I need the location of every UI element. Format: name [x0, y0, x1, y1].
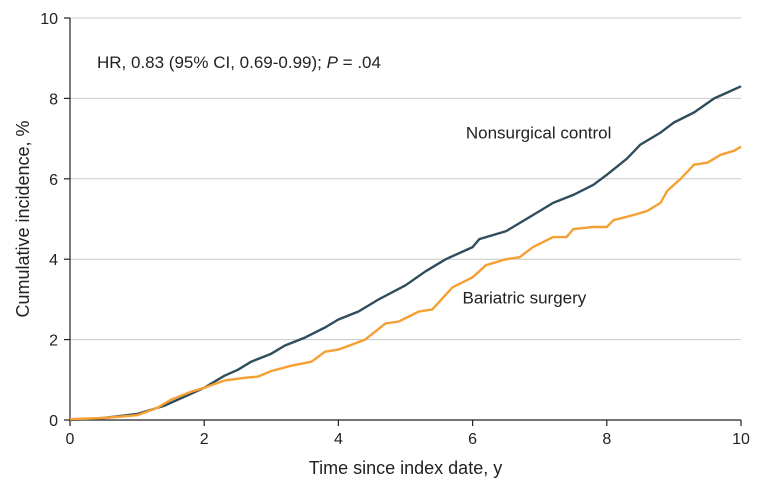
- hazard-ratio-annotation: HR, 0.83 (95% CI, 0.69-0.99); P = .04: [97, 53, 381, 72]
- x-tick-label-6: 6: [468, 431, 477, 448]
- series-label-nonsurgical-control: Nonsurgical control: [466, 124, 612, 143]
- y-tick-label-2: 2: [49, 333, 58, 350]
- x-tick-label-4: 4: [334, 431, 343, 448]
- series-label-bariatric-surgery: Bariatric surgery: [463, 288, 587, 307]
- y-tick-label-10: 10: [40, 11, 58, 28]
- series-line-bariatric-surgery: [69, 145, 742, 421]
- series-line-nonsurgical-control: [69, 85, 742, 422]
- x-tick-label-0: 0: [66, 431, 75, 448]
- p-label: P: [327, 53, 339, 72]
- p-value: = .04: [338, 53, 381, 72]
- x-tick-label-10: 10: [732, 431, 750, 448]
- tick-labels: 0 2 4 6 8 10 0 2 4 6 8 10: [40, 11, 750, 448]
- y-tick-label-8: 8: [49, 91, 58, 108]
- y-tick-label-6: 6: [49, 172, 58, 189]
- hr-prefix: HR, 0.83 (95% CI, 0.69-0.99);: [97, 53, 327, 72]
- x-axis-label: Time since index date, y: [309, 458, 502, 478]
- x-tick-label-8: 8: [602, 431, 611, 448]
- y-axis-label: Cumulative incidence, %: [13, 120, 33, 317]
- y-tick-label-4: 4: [49, 252, 58, 269]
- y-tick-label-0: 0: [49, 413, 58, 430]
- axes: [64, 17, 742, 426]
- x-tick-label-2: 2: [200, 431, 209, 448]
- grid-lines: [70, 17, 741, 341]
- series-lines: Nonsurgical control Bariatric surgery: [69, 85, 742, 422]
